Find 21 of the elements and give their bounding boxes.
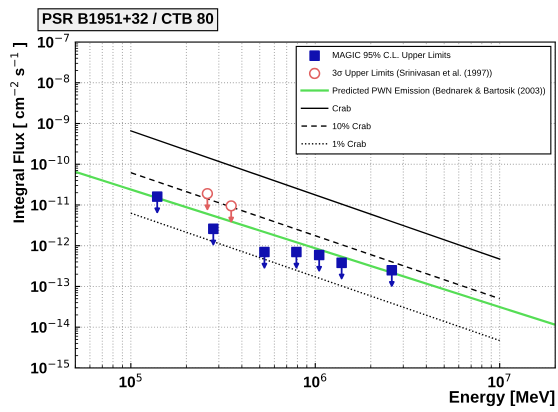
legend-label: 10% Crab [332, 122, 371, 130]
y-tick-label: 10$^{−14}$ [31, 318, 70, 333]
legend-label: 1% Crab [332, 140, 366, 147]
y-tick-label: 10$^{−10}$ [31, 156, 70, 170]
chart-title: PSR B1951+32 / CTB 80 [42, 12, 214, 24]
legend-label: 3σ Upper Limits (Srinivasan et al. (1997)) [332, 69, 492, 78]
y-tick-label: 10$^{−8}$ [38, 74, 70, 88]
y-tick-label: 10$^{−11}$ [31, 196, 70, 211]
x-tick-label: 10$^{5}$ [120, 374, 142, 388]
y-tick-label: 10$^{−13}$ [31, 278, 70, 292]
y-tick-label: 10$^{−12}$ [31, 237, 69, 252]
legend-label: MAGIC 95% C.L. Upper Limits [332, 52, 450, 60]
legend-label: Crab [332, 104, 351, 112]
legend-label: Predicted PWN Emission (Bednarek & Bartosik (2003)) [332, 87, 546, 96]
y-tick-label: 10$^{−7}$ [38, 34, 69, 48]
x-tick-label: 10$^{6}$ [304, 373, 326, 388]
y-tick-label: 10$^{−15}$ [31, 360, 70, 374]
x-tick-label: 10$^{7}$ [488, 374, 510, 388]
y-tick-label: 10$^{−9}$ [38, 115, 70, 130]
y-axis-title: Integral Flux [ cm$^{−2}$ s$^{−1}$ ] [10, 43, 28, 222]
x-axis-title: Energy [MeV] [450, 390, 554, 406]
